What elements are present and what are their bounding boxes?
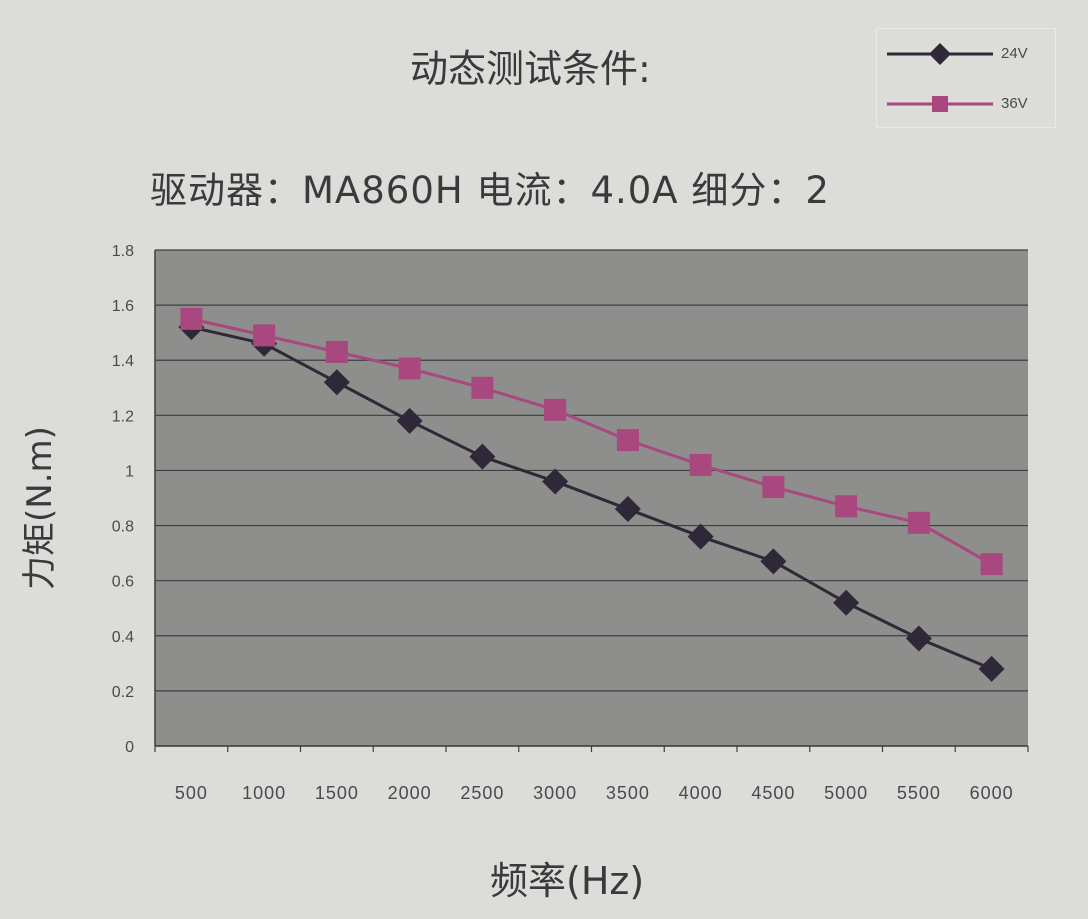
- x-tick-label: 1500: [315, 783, 359, 803]
- x-tick-label: 2500: [460, 783, 504, 803]
- x-tick-label: 6000: [970, 783, 1014, 803]
- data-point-36v: [471, 376, 494, 399]
- data-point-36v: [907, 511, 930, 534]
- data-point-24v: [760, 548, 787, 575]
- data-point-36v: [689, 453, 712, 476]
- x-tick-label: 4500: [751, 783, 795, 803]
- x-tick-label: 3000: [533, 783, 577, 803]
- y-tick-label: 1: [125, 463, 134, 480]
- legend-marker-diamond: [887, 43, 993, 65]
- chart-title: 动态测试条件:: [410, 47, 651, 91]
- x-tick-label: 4000: [679, 783, 723, 803]
- x-tick-label: 5500: [897, 783, 941, 803]
- x-tick-label: 1000: [242, 783, 286, 803]
- x-tick-label: 500: [175, 783, 208, 803]
- data-point-36v: [835, 495, 858, 518]
- y-tick-label: 1.8: [112, 243, 134, 260]
- y-tick-label: 0: [125, 739, 134, 756]
- data-point-24v: [542, 468, 569, 495]
- data-point-24v: [833, 589, 860, 616]
- data-point-36v: [325, 340, 348, 363]
- legend-marker-square: [887, 96, 993, 112]
- x-tick-label: 3500: [606, 783, 650, 803]
- data-point-24v: [905, 625, 932, 652]
- data-point-24v: [978, 655, 1005, 682]
- data-point-36v: [544, 398, 567, 421]
- y-tick-label: 1.2: [112, 408, 134, 425]
- data-point-36v: [253, 324, 276, 347]
- y-tick-label: 0.2: [112, 684, 134, 701]
- plot-background: [155, 250, 1028, 746]
- legend: 24V 36V: [876, 28, 1056, 128]
- y-tick-label: 1.4: [112, 353, 134, 370]
- legend-label-36v: 36V: [1001, 95, 1028, 112]
- legend-label-24v: 24V: [1001, 45, 1028, 62]
- data-point-24v: [469, 443, 496, 470]
- data-point-36v: [398, 357, 421, 380]
- legend-item-24v: 24V: [877, 39, 1057, 69]
- data-point-36v: [180, 307, 203, 330]
- data-point-36v: [762, 475, 785, 498]
- series-line-36v: [191, 317, 993, 566]
- chart-subtitle: 驱动器：MA860H 电流：4.0A 细分：2: [150, 169, 830, 212]
- x-axis-label: 频率(Hz): [490, 859, 645, 903]
- data-point-36v: [980, 553, 1003, 576]
- series-line-24v: [191, 325, 993, 671]
- data-point-24v: [323, 369, 350, 396]
- data-point-24v: [687, 523, 714, 550]
- data-point-36v: [616, 429, 639, 452]
- data-point-24v: [396, 407, 423, 434]
- y-tick-label: 1.6: [112, 298, 134, 315]
- y-tick-label: 0.4: [112, 629, 134, 646]
- y-axis-label: 力矩(N.m): [20, 426, 60, 590]
- x-tick-label: 2000: [388, 783, 432, 803]
- x-tick-label: 5000: [824, 783, 868, 803]
- y-tick-label: 0.6: [112, 574, 134, 591]
- y-tick-label: 0.8: [112, 519, 134, 536]
- data-point-24v: [614, 496, 641, 523]
- legend-item-36v: 36V: [877, 89, 1057, 119]
